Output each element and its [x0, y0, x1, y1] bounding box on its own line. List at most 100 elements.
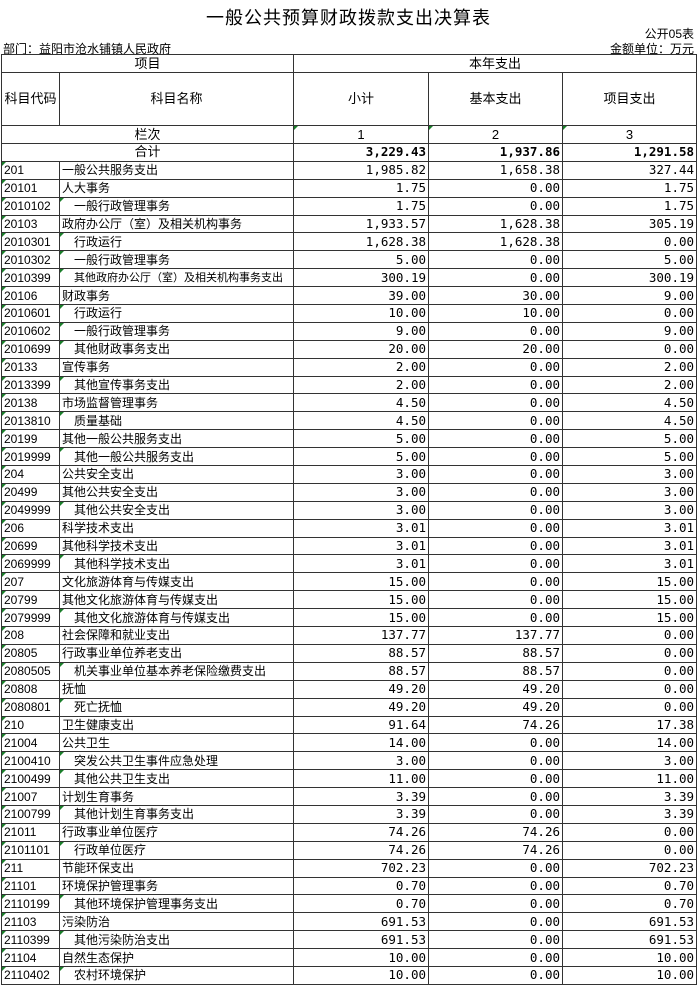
row-subtotal: 39.00 — [293, 286, 430, 306]
row-basic: 0.00 — [428, 858, 564, 878]
table-row: 204 公共安全支出 3.00 0.00 3.00 — [1, 465, 697, 484]
row-project: 3.00 — [562, 465, 697, 484]
table-row: 2010102 一般行政管理事务 1.75 0.00 1.75 — [1, 196, 697, 216]
row-project: 0.00 — [562, 697, 697, 717]
row-name: 行政事业单位医疗 — [58, 822, 295, 842]
row-name: 突发公共卫生事件应急处理 — [58, 751, 295, 771]
row-code: 20808 — [1, 679, 60, 699]
row-project: 3.00 — [562, 500, 697, 520]
row-subtotal: 5.00 — [293, 429, 430, 449]
row-subtotal: 300.19 — [293, 268, 430, 288]
row-name: 宣传事务 — [58, 357, 295, 377]
row-basic: 74.26 — [428, 715, 564, 735]
row-project: 0.00 — [562, 304, 697, 323]
row-project: 702.23 — [562, 858, 697, 878]
row-project: 1.75 — [562, 196, 697, 216]
row-project: 5.00 — [562, 429, 697, 449]
table-row: 20133 宣传事务 2.00 0.00 2.00 — [1, 357, 697, 377]
row-subtotal: 2.00 — [293, 357, 430, 377]
table-row: 20199 其他一般公共服务支出 5.00 0.00 5.00 — [1, 429, 697, 449]
row-project: 305.19 — [562, 214, 697, 234]
row-name: 其他政府办公厅（室）及相关机构事务支出 — [58, 268, 295, 288]
table-row: 2110399 其他污染防治支出 691.53 0.00 691.53 — [1, 930, 697, 950]
row-subtotal: 88.57 — [293, 643, 430, 663]
row-name: 节能环保支出 — [58, 858, 295, 878]
table-row: 21104 自然生态保护 10.00 0.00 10.00 — [1, 948, 697, 967]
row-subtotal: 3.00 — [293, 482, 430, 502]
row-name: 其他公共卫生支出 — [58, 769, 295, 789]
table-row: 2100410 突发公共卫生事件应急处理 3.00 0.00 3.00 — [1, 751, 697, 771]
row-subtotal: 3.00 — [293, 500, 430, 520]
header-basic: 基本支出 — [428, 72, 564, 126]
total-row: 合计 3,229.43 1,937.86 1,291.58 — [0, 143, 697, 162]
row-subtotal: 3.01 — [293, 554, 430, 574]
row-project: 0.00 — [562, 840, 697, 860]
row-project: 0.70 — [562, 876, 697, 896]
row-name: 农村环境保护 — [58, 965, 295, 985]
table-row: 208 社会保障和就业支出 137.77 137.77 0.00 — [1, 626, 697, 645]
row-code: 210 — [1, 715, 60, 735]
row-project: 0.00 — [562, 232, 697, 252]
row-project: 3.00 — [562, 751, 697, 771]
row-subtotal: 3.01 — [293, 536, 430, 556]
row-name: 行政单位医疗 — [58, 840, 295, 860]
row-code: 21103 — [1, 912, 60, 932]
row-subtotal: 88.57 — [293, 661, 430, 681]
row-code: 2110199 — [1, 894, 60, 914]
row-project: 0.70 — [562, 894, 697, 914]
table-row: 20101 人大事务 1.75 0.00 1.75 — [1, 178, 697, 198]
row-basic: 1,628.38 — [428, 232, 564, 252]
row-basic: 0.00 — [428, 321, 564, 341]
row-basic: 0.00 — [428, 393, 564, 413]
table-row: 2101101 行政单位医疗 74.26 74.26 0.00 — [1, 840, 697, 860]
table-row: 2080505 机关事业单位基本养老保险缴费支出 88.57 88.57 0.00 — [1, 661, 697, 681]
row-project: 1.75 — [562, 178, 697, 198]
row-code: 20699 — [1, 536, 60, 556]
table-row: 2010301 行政运行 1,628.38 1,628.38 0.00 — [1, 232, 697, 252]
row-basic: 20.00 — [428, 339, 564, 359]
row-name: 自然生态保护 — [58, 948, 295, 967]
page-title: 一般公共预算财政拨款支出决算表 — [206, 8, 491, 28]
row-name: 其他科学技术支出 — [58, 554, 295, 574]
row-basic: 0.00 — [428, 411, 564, 431]
column-number-3: 3 — [562, 125, 697, 144]
row-name: 其他财政事务支出 — [58, 339, 295, 359]
row-project: 0.00 — [562, 643, 697, 663]
row-subtotal: 10.00 — [293, 304, 430, 323]
expenditure-table: 项目 本年支出 科目代码 科目名称 小计 基本支出 项目支出 栏次 1 2 3 … — [0, 54, 697, 985]
table-row: 2080801 死亡抚恤 49.20 49.20 0.00 — [1, 697, 697, 717]
row-subtotal: 691.53 — [293, 930, 430, 950]
row-subtotal: 0.70 — [293, 876, 430, 896]
row-code: 2110402 — [1, 965, 60, 985]
table-row: 2110402 农村环境保护 10.00 0.00 10.00 — [1, 965, 697, 985]
header-current-year: 本年支出 — [293, 54, 697, 73]
row-code: 2069999 — [1, 554, 60, 574]
row-project: 10.00 — [562, 948, 697, 967]
row-project: 14.00 — [562, 733, 697, 753]
row-basic: 0.00 — [428, 572, 564, 592]
header-project: 项目支出 — [562, 72, 697, 126]
table-row: 211 节能环保支出 702.23 0.00 702.23 — [1, 858, 697, 878]
row-project: 4.50 — [562, 411, 697, 431]
row-name: 政府办公厅（室）及相关机构事务 — [58, 214, 295, 234]
row-project: 3.00 — [562, 482, 697, 502]
row-code: 2080801 — [1, 697, 60, 717]
row-basic: 137.77 — [428, 626, 564, 645]
row-name: 其他一般公共服务支出 — [58, 447, 295, 467]
row-name: 其他文化旅游体育与传媒支出 — [58, 590, 295, 610]
row-code: 2110399 — [1, 930, 60, 950]
row-project: 0.00 — [562, 626, 697, 645]
column-label: 栏次 — [0, 125, 295, 144]
row-code: 21011 — [1, 822, 60, 842]
row-name: 财政事务 — [58, 286, 295, 306]
row-project: 15.00 — [562, 608, 697, 628]
total-basic: 1,937.86 — [428, 143, 564, 162]
table-row: 2100499 其他公共卫生支出 11.00 0.00 11.00 — [1, 769, 697, 789]
row-code: 2100499 — [1, 769, 60, 789]
row-project: 3.39 — [562, 804, 697, 824]
row-basic: 0.00 — [428, 608, 564, 628]
column-number-2: 2 — [428, 125, 564, 144]
row-code: 2101101 — [1, 840, 60, 860]
row-project: 3.39 — [562, 787, 697, 806]
row-basic: 0.00 — [428, 518, 564, 538]
